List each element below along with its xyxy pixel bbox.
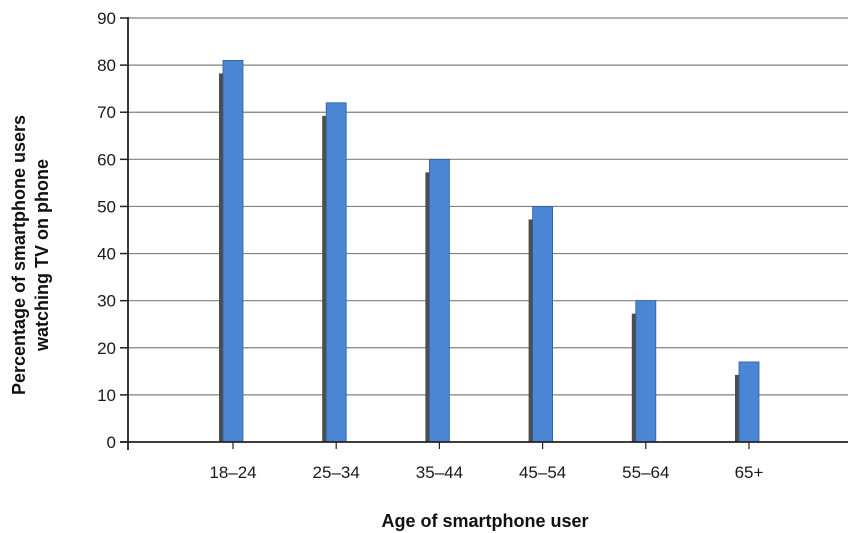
y-tick-label: 10: [97, 386, 116, 405]
bar: [738, 361, 760, 443]
x-tick-label: 45–54: [519, 463, 566, 482]
x-tick-label: 55–64: [622, 463, 669, 482]
bar: [635, 300, 657, 443]
bar-shadow: [322, 115, 328, 443]
y-tick-label: 0: [107, 433, 116, 452]
axes: [120, 17, 848, 450]
y-tick-label: 40: [97, 245, 116, 264]
y-tick-labels: 0 10 20 30 40 50 60 70 80 90: [97, 9, 116, 452]
bar: [532, 206, 553, 443]
x-tick-label: 35–44: [416, 463, 463, 482]
gridlines: [128, 17, 848, 396]
bar-shadow: [631, 313, 637, 442]
x-tick-label: 25–34: [313, 463, 360, 482]
x-tick-label: 65+: [735, 463, 764, 482]
bar-shadow: [219, 73, 224, 443]
x-axis-title: Age of smartphone user: [381, 511, 588, 531]
y-tick-label: 50: [97, 197, 116, 216]
bar: [428, 158, 450, 443]
y-axis-title-line-2: watching TV on phone: [32, 159, 52, 352]
bar-shadow: [425, 172, 431, 443]
y-tick-label: 70: [97, 103, 116, 122]
x-tick-labels: 18–24 25–34 35–44 45–54 55–64 65+: [209, 463, 763, 482]
bars: [219, 60, 760, 443]
y-tick-label: 80: [97, 56, 116, 75]
bar: [325, 102, 347, 443]
bar-shadow: [735, 374, 740, 442]
bar: [222, 60, 244, 443]
bar-shadow: [528, 219, 534, 442]
y-tick-label: 30: [97, 292, 116, 311]
x-tick-label: 18–24: [209, 463, 256, 482]
y-axis-title-line-1: Percentage of smartphone users: [9, 115, 29, 395]
y-tick-label: 60: [97, 150, 116, 169]
y-tick-label: 20: [97, 339, 116, 358]
y-tick-label: 90: [97, 9, 116, 28]
